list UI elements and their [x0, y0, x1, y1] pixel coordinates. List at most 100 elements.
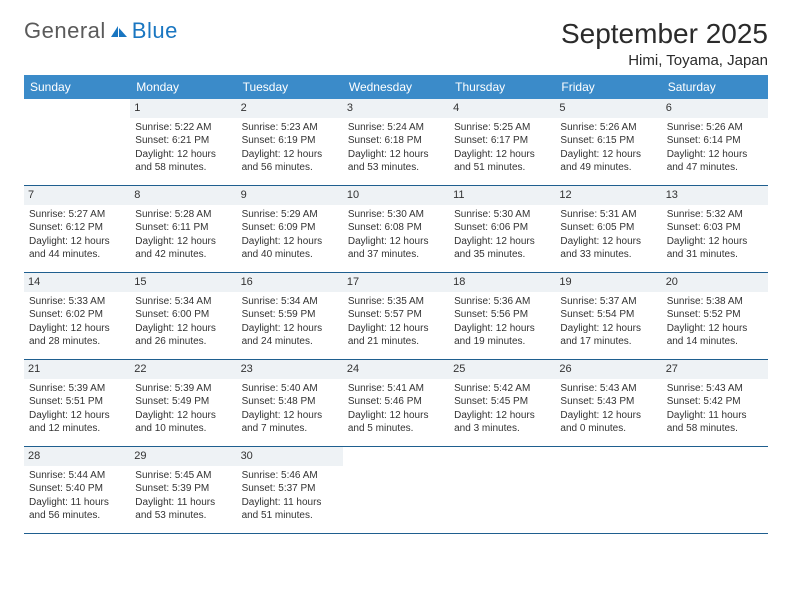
sunrise-text: Sunrise: 5:31 AM	[560, 208, 656, 222]
calendar-cell: 16Sunrise: 5:34 AMSunset: 5:59 PMDayligh…	[237, 273, 343, 359]
calendar-week-row: 21Sunrise: 5:39 AMSunset: 5:51 PMDayligh…	[24, 360, 768, 447]
day-number: 22	[130, 360, 236, 379]
daylight-text: Daylight: 12 hours and 19 minutes.	[454, 322, 550, 349]
sunset-text: Sunset: 6:15 PM	[560, 134, 656, 148]
weekday-header: Wednesday	[343, 75, 449, 99]
daylight-text: Daylight: 12 hours and 53 minutes.	[348, 148, 444, 175]
daylight-text: Daylight: 12 hours and 42 minutes.	[135, 235, 231, 262]
day-number: 15	[130, 273, 236, 292]
sunrise-text: Sunrise: 5:26 AM	[560, 121, 656, 135]
sunset-text: Sunset: 5:51 PM	[29, 395, 125, 409]
day-number: 12	[555, 186, 661, 205]
day-number: 28	[24, 447, 130, 466]
day-number: 2	[237, 99, 343, 118]
weekday-header: Monday	[130, 75, 236, 99]
calendar-cell: 9Sunrise: 5:29 AMSunset: 6:09 PMDaylight…	[237, 186, 343, 272]
sunset-text: Sunset: 6:03 PM	[667, 221, 763, 235]
calendar-cell: 30Sunrise: 5:46 AMSunset: 5:37 PMDayligh…	[237, 447, 343, 533]
daylight-text: Daylight: 12 hours and 3 minutes.	[454, 409, 550, 436]
sunrise-text: Sunrise: 5:45 AM	[135, 469, 231, 483]
sunrise-text: Sunrise: 5:39 AM	[135, 382, 231, 396]
daylight-text: Daylight: 12 hours and 51 minutes.	[454, 148, 550, 175]
daylight-text: Daylight: 12 hours and 12 minutes.	[29, 409, 125, 436]
day-number: 6	[662, 99, 768, 118]
calendar-cell: 19Sunrise: 5:37 AMSunset: 5:54 PMDayligh…	[555, 273, 661, 359]
calendar-cell: 11Sunrise: 5:30 AMSunset: 6:06 PMDayligh…	[449, 186, 555, 272]
sunset-text: Sunset: 5:42 PM	[667, 395, 763, 409]
sunrise-text: Sunrise: 5:34 AM	[242, 295, 338, 309]
daylight-text: Daylight: 11 hours and 58 minutes.	[667, 409, 763, 436]
calendar-cell: 24Sunrise: 5:41 AMSunset: 5:46 PMDayligh…	[343, 360, 449, 446]
sunrise-text: Sunrise: 5:26 AM	[667, 121, 763, 135]
day-number: 11	[449, 186, 555, 205]
day-number: 1	[130, 99, 236, 118]
day-number	[24, 99, 130, 118]
weekday-header: Saturday	[662, 75, 768, 99]
calendar-cell: 1Sunrise: 5:22 AMSunset: 6:21 PMDaylight…	[130, 99, 236, 185]
calendar-cell-empty	[24, 99, 130, 185]
sunrise-text: Sunrise: 5:34 AM	[135, 295, 231, 309]
calendar-cell: 20Sunrise: 5:38 AMSunset: 5:52 PMDayligh…	[662, 273, 768, 359]
sunrise-text: Sunrise: 5:25 AM	[454, 121, 550, 135]
calendar-cell: 4Sunrise: 5:25 AMSunset: 6:17 PMDaylight…	[449, 99, 555, 185]
calendar-cell: 26Sunrise: 5:43 AMSunset: 5:43 PMDayligh…	[555, 360, 661, 446]
day-number: 10	[343, 186, 449, 205]
calendar-cell: 10Sunrise: 5:30 AMSunset: 6:08 PMDayligh…	[343, 186, 449, 272]
day-number: 3	[343, 99, 449, 118]
sunrise-text: Sunrise: 5:43 AM	[667, 382, 763, 396]
calendar-cell-empty	[555, 447, 661, 533]
calendar-week-row: 28Sunrise: 5:44 AMSunset: 5:40 PMDayligh…	[24, 447, 768, 534]
sunrise-text: Sunrise: 5:41 AM	[348, 382, 444, 396]
day-number	[555, 447, 661, 466]
day-number: 26	[555, 360, 661, 379]
calendar-cell: 23Sunrise: 5:40 AMSunset: 5:48 PMDayligh…	[237, 360, 343, 446]
day-number: 30	[237, 447, 343, 466]
sunset-text: Sunset: 5:57 PM	[348, 308, 444, 322]
sunrise-text: Sunrise: 5:38 AM	[667, 295, 763, 309]
sunrise-text: Sunrise: 5:27 AM	[29, 208, 125, 222]
header: General Blue September 2025 Himi, Toyama…	[24, 18, 768, 69]
daylight-text: Daylight: 12 hours and 24 minutes.	[242, 322, 338, 349]
weekday-header: Thursday	[449, 75, 555, 99]
daylight-text: Daylight: 12 hours and 33 minutes.	[560, 235, 656, 262]
daylight-text: Daylight: 11 hours and 53 minutes.	[135, 496, 231, 523]
sunrise-text: Sunrise: 5:40 AM	[242, 382, 338, 396]
sunset-text: Sunset: 6:11 PM	[135, 221, 231, 235]
logo: General Blue	[24, 18, 178, 44]
day-number: 27	[662, 360, 768, 379]
sunrise-text: Sunrise: 5:46 AM	[242, 469, 338, 483]
day-number: 8	[130, 186, 236, 205]
day-number: 9	[237, 186, 343, 205]
sunrise-text: Sunrise: 5:42 AM	[454, 382, 550, 396]
calendar-cell: 8Sunrise: 5:28 AMSunset: 6:11 PMDaylight…	[130, 186, 236, 272]
day-number: 19	[555, 273, 661, 292]
sunrise-text: Sunrise: 5:35 AM	[348, 295, 444, 309]
sunset-text: Sunset: 6:09 PM	[242, 221, 338, 235]
sunset-text: Sunset: 5:43 PM	[560, 395, 656, 409]
calendar-header-row: SundayMondayTuesdayWednesdayThursdayFrid…	[24, 75, 768, 99]
day-number: 23	[237, 360, 343, 379]
weekday-header: Friday	[555, 75, 661, 99]
day-number: 13	[662, 186, 768, 205]
sunset-text: Sunset: 6:12 PM	[29, 221, 125, 235]
daylight-text: Daylight: 11 hours and 56 minutes.	[29, 496, 125, 523]
daylight-text: Daylight: 12 hours and 37 minutes.	[348, 235, 444, 262]
daylight-text: Daylight: 12 hours and 28 minutes.	[29, 322, 125, 349]
sunset-text: Sunset: 5:59 PM	[242, 308, 338, 322]
sunset-text: Sunset: 6:21 PM	[135, 134, 231, 148]
day-number: 18	[449, 273, 555, 292]
daylight-text: Daylight: 12 hours and 7 minutes.	[242, 409, 338, 436]
month-title: September 2025	[561, 18, 768, 50]
daylight-text: Daylight: 12 hours and 0 minutes.	[560, 409, 656, 436]
sunset-text: Sunset: 6:06 PM	[454, 221, 550, 235]
sunset-text: Sunset: 5:49 PM	[135, 395, 231, 409]
day-number: 5	[555, 99, 661, 118]
sunset-text: Sunset: 6:18 PM	[348, 134, 444, 148]
daylight-text: Daylight: 12 hours and 17 minutes.	[560, 322, 656, 349]
sunset-text: Sunset: 5:52 PM	[667, 308, 763, 322]
daylight-text: Daylight: 12 hours and 49 minutes.	[560, 148, 656, 175]
daylight-text: Daylight: 12 hours and 5 minutes.	[348, 409, 444, 436]
day-number	[662, 447, 768, 466]
sunset-text: Sunset: 6:00 PM	[135, 308, 231, 322]
calendar-cell: 28Sunrise: 5:44 AMSunset: 5:40 PMDayligh…	[24, 447, 130, 533]
